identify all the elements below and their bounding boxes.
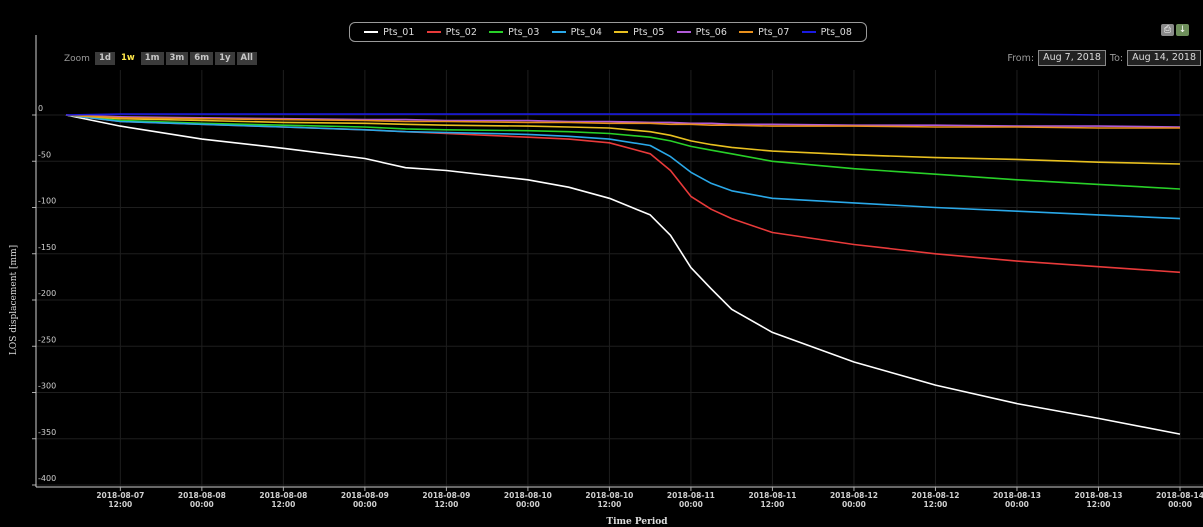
legend-label: Pts_07 [758, 26, 790, 38]
x-tick-label-date: 2018-08-11 [748, 491, 796, 500]
legend-label: Pts_02 [445, 26, 477, 38]
legend-swatch [614, 31, 629, 33]
y-tick-label: -400 [38, 474, 56, 483]
legend-item-pts-05[interactable]: Pts_05 [614, 27, 664, 38]
x-tick-label-time: 12:00 [434, 500, 458, 509]
x-tick-label-time: 12:00 [271, 500, 295, 509]
x-tick-label-date: 2018-08-12 [911, 491, 959, 500]
y-tick-label: -200 [38, 289, 56, 298]
y-axis-title: LOS displacement [mm] [9, 244, 19, 356]
legend-label: Pts_01 [383, 26, 415, 38]
y-tick-label: -150 [38, 243, 56, 252]
x-tick-label-date: 2018-08-13 [1074, 491, 1122, 500]
print-icon[interactable]: ⎙ [1161, 24, 1174, 36]
x-tick-label-time: 12:00 [1087, 500, 1111, 509]
x-tick-label-time: 00:00 [1005, 500, 1029, 509]
legend-swatch [489, 31, 504, 33]
date-range: From: Aug 7, 2018 To: Aug 14, 2018 [1007, 50, 1201, 66]
legend: Pts_01 Pts_02 Pts_03 Pts_04 Pts_05 Pts_06 Pts_… [349, 22, 867, 42]
legend-item-pts-06[interactable]: Pts_06 [676, 26, 727, 38]
y-tick-label: -50 [38, 150, 51, 159]
series-line-pts-06[interactable] [65, 114, 1181, 128]
legend-swatch [364, 31, 379, 33]
grid-layer [36, 70, 1203, 487]
legend-swatch [739, 31, 754, 33]
x-tick-label-time: 00:00 [842, 500, 866, 509]
series-line-pts-05[interactable] [65, 114, 1181, 165]
x-tick-label-time: 12:00 [924, 500, 948, 509]
y-tick-label: -350 [38, 428, 56, 437]
x-tick-label-date: 2018-08-09 [422, 491, 470, 500]
from-label: From: [1007, 52, 1035, 64]
y-tick-label: 0 [38, 104, 43, 113]
legend-item-pts-01[interactable]: Pts_01 [364, 27, 414, 38]
x-tick-label-time: 00:00 [516, 500, 540, 509]
series-line-pts-04[interactable] [65, 114, 1181, 220]
series-line-pts-01[interactable] [65, 114, 1181, 435]
y-tick-label: -300 [38, 382, 56, 391]
to-label: To: [1109, 52, 1124, 64]
legend-label: Pts_08 [820, 26, 852, 38]
legend-swatch [551, 31, 566, 33]
zoom-selector: Zoom 1d 1w 1m 3m 6m 1y All [64, 52, 257, 65]
zoom-button-1d[interactable]: 1d [94, 52, 115, 65]
series-line-pts-07[interactable] [65, 114, 1180, 129]
export-buttons: ⎙ ↓ [1161, 24, 1189, 36]
x-tick-label-date: 2018-08-10 [504, 491, 552, 500]
legend-swatch [676, 31, 691, 33]
legend-item-pts-04[interactable]: Pts_04 [551, 26, 602, 38]
legend-item-pts-07[interactable]: Pts_07 [739, 27, 789, 38]
x-tick-label-date: 2018-08-10 [585, 491, 633, 500]
legend-item-pts-02[interactable]: Pts_02 [426, 26, 477, 38]
x-tick-label-time: 00:00 [190, 500, 214, 509]
zoom-button-6m[interactable]: 6m [190, 52, 214, 65]
x-tick-label-date: 2018-08-08 [259, 491, 307, 500]
from-date-input[interactable]: Aug 7, 2018 [1038, 50, 1106, 66]
zoom-button-all[interactable]: All [236, 52, 257, 65]
download-icon[interactable]: ↓ [1176, 24, 1189, 36]
zoom-button-1w[interactable]: 1w [116, 52, 139, 65]
x-tick-label-time: 12:00 [761, 500, 785, 509]
x-tick-label-time: 00:00 [679, 500, 703, 509]
legend-label: Pts_04 [570, 26, 602, 38]
zoom-button-1y[interactable]: 1y [215, 52, 235, 65]
x-tick-label-date: 2018-08-09 [341, 491, 389, 500]
x-tick-label-time: 12:00 [597, 500, 621, 509]
legend-label: Pts_03 [508, 26, 540, 38]
to-date-input[interactable]: Aug 14, 2018 [1127, 50, 1201, 66]
x-tick-label-date: 2018-08-12 [830, 491, 878, 500]
series-line-pts-03[interactable] [65, 114, 1181, 190]
x-tick-label-date: 2018-08-14 [1156, 491, 1203, 500]
y-tick-label: -250 [38, 335, 56, 344]
legend-label: Pts_05 [633, 26, 665, 38]
x-tick-label-date: 2018-08-07 [96, 491, 144, 500]
x-tick-label-date: 2018-08-13 [993, 491, 1041, 500]
x-axis-title: Time Period [606, 517, 668, 527]
x-tick-label-date: 2018-08-08 [178, 491, 226, 500]
series-layer [65, 113, 1181, 435]
legend-item-pts-08[interactable]: Pts_08 [801, 26, 852, 38]
legend-swatch [801, 31, 816, 33]
legend-swatch [426, 31, 441, 33]
x-tick-label-time: 00:00 [353, 500, 377, 509]
zoom-button-1m[interactable]: 1m [140, 52, 164, 65]
x-tick-label-time: 12:00 [108, 500, 132, 509]
y-tick-label: -100 [38, 197, 56, 206]
legend-label: Pts_06 [695, 26, 727, 38]
x-tick-label-date: 2018-08-11 [667, 491, 715, 500]
series-line-pts-08[interactable] [65, 113, 1180, 116]
legend-item-pts-03[interactable]: Pts_03 [489, 27, 539, 38]
zoom-label: Zoom [64, 53, 90, 64]
x-tick-label-time: 00:00 [1168, 500, 1192, 509]
zoom-button-3m[interactable]: 3m [165, 52, 189, 65]
axis-layer: 0 -50 -100 -150 -200 -250 -300 -350 -400 2018-08-… [32, 35, 1203, 509]
series-line-pts-02[interactable] [65, 114, 1181, 274]
